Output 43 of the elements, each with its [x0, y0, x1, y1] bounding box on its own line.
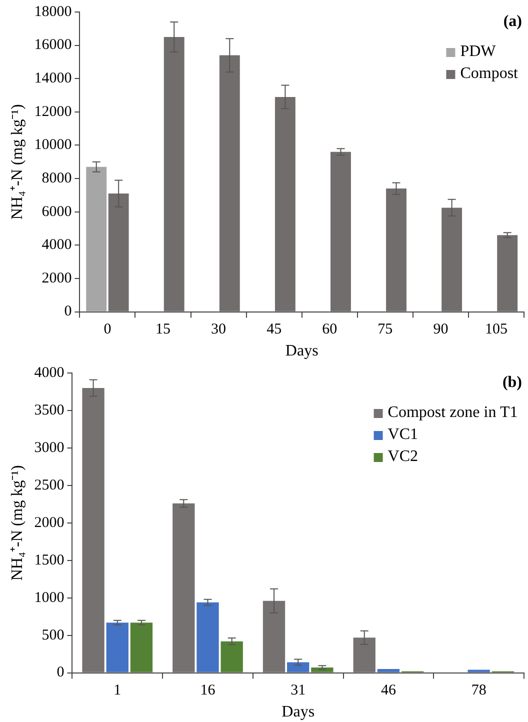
x-tick-label: 1	[114, 682, 122, 699]
y-tick-label: 12000	[34, 104, 72, 120]
y-tick-label: 16000	[34, 37, 72, 54]
y-tick-label: 8000	[42, 170, 72, 186]
y-tick-label: 500	[42, 627, 64, 644]
annotation: (b)	[502, 374, 522, 392]
y-tick-label: 10000	[34, 137, 72, 154]
y-tick-label: 2000	[34, 514, 64, 531]
x-tick-label: 0	[104, 322, 112, 338]
y-tick-label: 1500	[34, 552, 64, 568]
legend-label: PDW	[460, 43, 497, 60]
x-tick-label: 31	[290, 682, 306, 699]
y-tick-label: 0	[56, 664, 64, 681]
x-axis-title: Days	[282, 704, 315, 721]
x-tick-label: 78	[471, 682, 486, 699]
y-tick-label: 2000	[42, 270, 72, 286]
x-tick-label: 60	[322, 322, 338, 338]
y-tick-label: 0	[64, 304, 72, 320]
y-axis-title: NH₄⁺-N (mg kg⁻¹)	[8, 465, 26, 581]
x-tick-label: 30	[211, 322, 226, 338]
y-tick-label: 6000	[42, 204, 72, 220]
y-tick-label: 2500	[34, 477, 64, 494]
y-tick-label: 18000	[34, 4, 72, 20]
y-tick-label: 3000	[34, 440, 64, 456]
y-tick-label: 4000	[34, 364, 64, 381]
x-tick-label: 75	[378, 322, 393, 338]
annotation: (a)	[503, 13, 522, 30]
y-tick-label: 1000	[34, 590, 64, 606]
legend-label: VC2	[388, 448, 418, 466]
x-tick-label: 105	[484, 322, 508, 338]
x-tick-label: 45	[266, 322, 282, 338]
x-tick-label: 46	[380, 682, 396, 699]
legend-label: Compost	[460, 65, 519, 82]
y-tick-label: 14000	[34, 70, 72, 87]
y-axis-title: NH₄⁺-N (mg kg⁻¹)	[8, 104, 26, 220]
x-tick-label: 90	[433, 322, 448, 338]
x-tick-label: 16	[200, 682, 216, 699]
legend-label: Compost zone in T1	[388, 404, 518, 422]
y-tick-label: 3500	[34, 402, 64, 418]
y-tick-label: 4000	[42, 237, 72, 254]
x-axis-title: Days	[285, 342, 318, 360]
x-tick-label: 15	[156, 322, 171, 338]
legend-label: VC1	[388, 426, 418, 444]
